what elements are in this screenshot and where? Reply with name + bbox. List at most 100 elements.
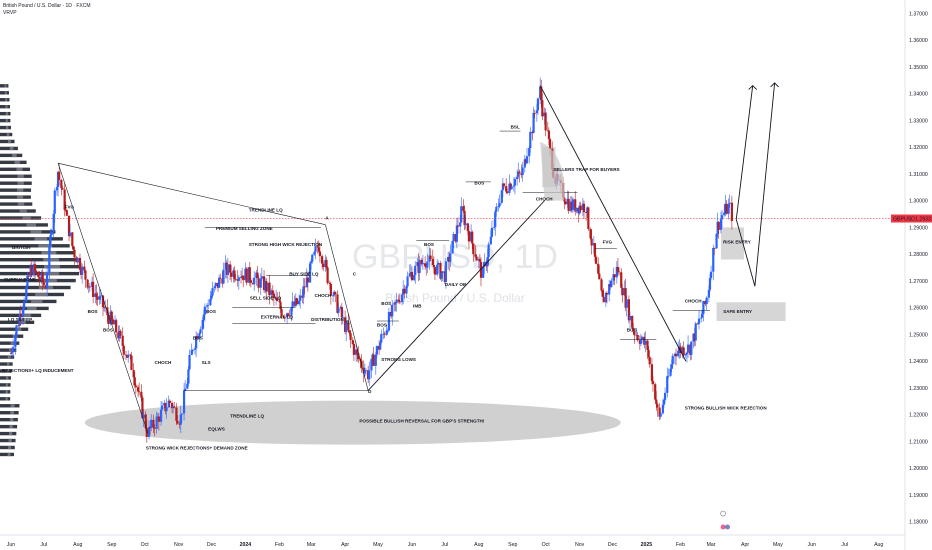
candle-body [175,407,178,421]
candle-body [513,179,517,186]
volume-profile-bar [12,153,17,158]
volume-profile-bar [10,341,15,345]
candle-body [397,299,400,302]
candle-body [590,238,593,246]
candle-body [708,278,712,290]
chart-annotation: BUY SIDE LQ [289,272,319,277]
candle-body [690,341,693,355]
volume-profile-bar [5,383,8,387]
candle-body [65,210,68,216]
candle-body [401,294,404,303]
time-tick-label: Oct [542,542,551,548]
volume-profile-bar [0,105,10,109]
arrow-head [748,84,758,90]
volume-profile-bar [0,348,17,352]
candle-body [594,256,598,264]
candle-body [53,190,56,214]
candle-body [431,258,434,265]
candle-body [347,322,350,331]
time-tick-label: Oct [141,542,150,548]
candle-body [602,296,605,303]
event-flag-icon[interactable] [720,524,726,530]
time-tick-label: 2024 [240,542,252,548]
indicator-label[interactable]: VRVP [3,10,17,16]
candle-body [101,295,105,308]
candle-body [403,288,406,294]
candle-body [145,428,148,437]
candle-body [190,350,193,355]
chart-annotation: B [346,320,350,325]
candle-body [203,306,206,315]
candle-body [334,292,337,295]
candle-body [497,206,500,207]
candle-body [444,261,448,282]
candle-body [242,275,245,281]
volume-profile-bar [0,174,32,178]
volume-profile-bar [0,237,63,241]
volume-profile-bar [15,327,22,331]
candle-body [287,313,290,316]
volume-profile-bar [9,146,14,151]
event-flag-icon[interactable] [725,524,731,530]
demand-ellipse-zone [84,400,621,445]
candle-body [651,380,655,385]
volume-profile-bar [17,181,24,185]
volume-profile-bar [0,230,56,234]
volume-profile-bar [0,258,79,262]
chart-annotation: EXTERNAL LQ [261,314,294,319]
volume-profile-bar [10,404,15,408]
candle-body [597,263,600,274]
symbol-header[interactable]: British Pound / U.S. Dollar · 1D · FXCM [3,3,91,9]
abcd-trendline [325,224,369,391]
candle-body [107,315,110,324]
candle-body [25,287,28,302]
chart-annotation: BOS [103,328,113,333]
candle-body [256,272,259,279]
candle-body [677,350,680,357]
candle-body [63,189,66,210]
volume-profile-bar [0,285,71,290]
volume-profile-bar [5,105,8,109]
candle-body [587,207,590,230]
candle-body [364,370,368,372]
chart-annotation: PREMIUM SELLING ZONE [216,226,273,231]
candle-body [498,202,501,207]
candle-body [656,404,659,408]
candle-body [46,272,49,289]
candle-body [432,264,435,268]
left-annotation: LQ SWEEP [8,317,32,322]
candle-body [579,205,582,211]
candle-body [14,335,17,348]
candle-body [61,188,64,190]
candle-body [685,352,689,354]
time-tick-label: Jul [442,542,449,548]
candle-body [76,258,79,263]
time-tick-label: May [373,542,383,548]
candle-body [489,236,492,245]
candle-body [613,274,616,278]
volume-profile-bar [5,118,8,123]
candle-body [709,271,713,279]
time-tick-label: 2025 [641,542,653,548]
time-tick-label: Jun [808,542,816,548]
volume-profile-bar [0,327,29,331]
volume-profile-bar [8,431,13,436]
candle-body [67,215,71,237]
candle-body [475,256,478,261]
candle-body [727,203,730,214]
candle-body [322,263,325,268]
chart-annotation: SAFE ENTRY [723,309,752,314]
price-tick-label: 1.18000 [909,520,928,526]
candle-body [352,344,355,355]
candle-body [669,368,672,376]
candle-body [420,259,423,265]
event-icon[interactable] [720,510,726,517]
candle-body [610,280,613,287]
candle-body [134,385,137,388]
candle-body [18,314,21,326]
candle-body [696,323,700,325]
candle-body [362,367,365,374]
candle-body [35,270,38,272]
